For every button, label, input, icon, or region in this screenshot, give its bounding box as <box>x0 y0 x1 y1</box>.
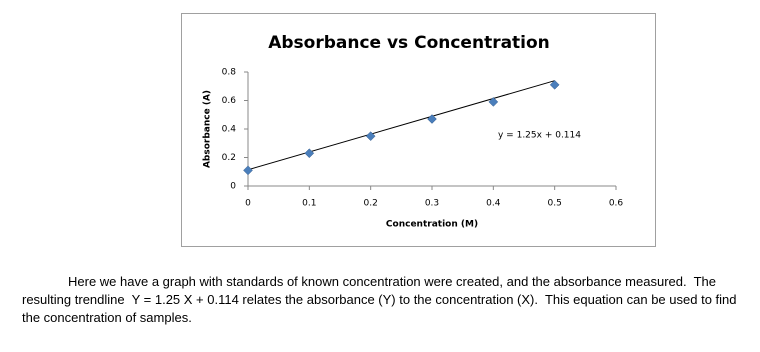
data-point <box>243 165 253 176</box>
data-point <box>488 97 499 107</box>
chart-title: Absorbance vs Concentration <box>268 33 550 53</box>
data-point <box>549 79 560 90</box>
y-axis-label: Absorbance (A) <box>203 90 213 168</box>
data-point <box>365 131 376 141</box>
data-point <box>427 114 437 124</box>
x-tick-label: 0.1 <box>302 199 316 209</box>
y-tick-label: 0.2 <box>222 153 236 163</box>
x-tick-label: 0.2 <box>364 199 378 209</box>
y-tick-label: 0 <box>230 182 236 192</box>
trendline-label: y = 1.25x + 0.114 <box>498 131 581 141</box>
x-axis-label: Concentration (M) <box>386 220 478 230</box>
x-tick-label: 0.6 <box>609 199 624 209</box>
trendline <box>247 80 555 171</box>
y-tick-label: 0.4 <box>222 125 237 135</box>
x-tick-label: 0.5 <box>548 199 562 209</box>
paragraph: Here we have a graph with standards of k… <box>22 274 741 325</box>
y-tick-label: 0.6 <box>222 96 237 106</box>
chart-frame <box>181 13 656 247</box>
y-tick-label: 0.8 <box>222 68 237 78</box>
x-tick-label: 0 <box>245 199 251 209</box>
chart: Absorbance vs Concentration Concentratio… <box>181 13 656 247</box>
data-point <box>304 148 315 159</box>
x-tick-label: 0.3 <box>425 199 439 209</box>
x-tick-label: 0.4 <box>486 199 501 209</box>
